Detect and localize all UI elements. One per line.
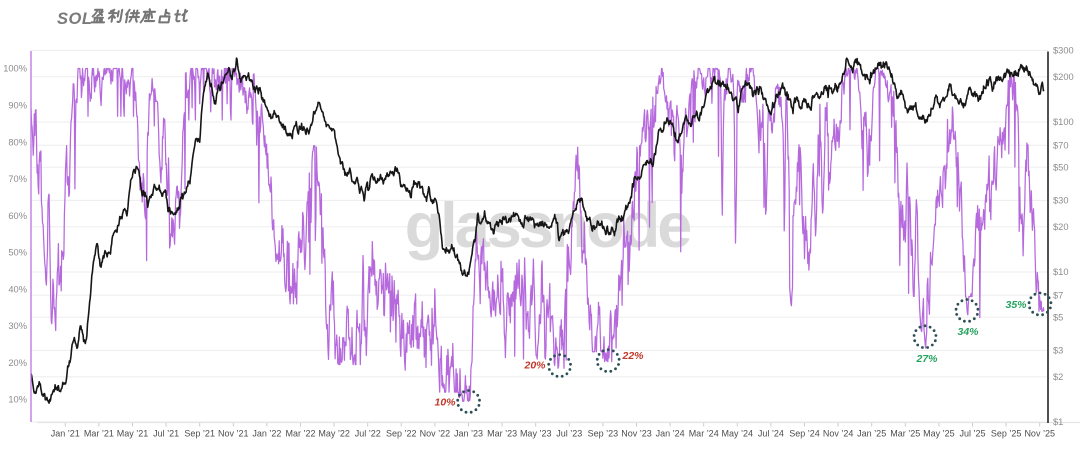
svg-text:22%: 22% — [621, 350, 644, 362]
svg-text:Mar ’22: Mar ’22 — [285, 429, 315, 439]
svg-text:Nov ’23: Nov ’23 — [621, 429, 652, 439]
svg-text:70%: 70% — [8, 174, 27, 184]
svg-text:Mar ’21: Mar ’21 — [84, 429, 114, 439]
svg-text:Nov ’24: Nov ’24 — [823, 429, 854, 439]
svg-text:May ’22: May ’22 — [318, 429, 350, 439]
svg-text:100%: 100% — [3, 64, 27, 74]
svg-text:50%: 50% — [8, 248, 27, 258]
svg-text:10%: 10% — [8, 395, 27, 405]
svg-text:Nov ’25: Nov ’25 — [1024, 429, 1055, 439]
svg-text:Nov ’21: Nov ’21 — [218, 429, 249, 439]
svg-text:Jul ’25: Jul ’25 — [959, 429, 985, 439]
svg-text:30%: 30% — [8, 321, 27, 331]
svg-text:Sep ’25: Sep ’25 — [991, 429, 1022, 439]
svg-text:Jan ’25: Jan ’25 — [857, 429, 886, 439]
svg-text:20%: 20% — [8, 358, 27, 368]
svg-text:Jan ’24: Jan ’24 — [656, 429, 685, 439]
svg-text:Jul ’22: Jul ’22 — [355, 429, 381, 439]
svg-text:Mar ’25: Mar ’25 — [890, 429, 920, 439]
svg-text:$70: $70 — [1053, 140, 1069, 150]
svg-text:34%: 34% — [957, 326, 979, 338]
svg-text:Mar ’23: Mar ’23 — [487, 429, 517, 439]
svg-text:$50: $50 — [1053, 162, 1069, 172]
svg-text:May ’23: May ’23 — [520, 429, 552, 439]
svg-text:$2: $2 — [1053, 372, 1063, 382]
svg-text:Sep ’22: Sep ’22 — [386, 429, 417, 439]
svg-text:$100: $100 — [1053, 117, 1074, 127]
svg-text:$1: $1 — [1053, 417, 1063, 427]
svg-text:$300: $300 — [1053, 46, 1074, 56]
svg-text:Mar ’24: Mar ’24 — [689, 429, 719, 439]
svg-text:Sep ’23: Sep ’23 — [588, 429, 619, 439]
svg-text:May ’25: May ’25 — [923, 429, 955, 439]
svg-text:$10: $10 — [1053, 267, 1069, 277]
svg-text:Jul ’21: Jul ’21 — [153, 429, 179, 439]
svg-text:Jan ’22: Jan ’22 — [252, 429, 281, 439]
svg-text:80%: 80% — [8, 137, 27, 147]
svg-text:May ’21: May ’21 — [117, 429, 149, 439]
svg-text:Sep ’24: Sep ’24 — [789, 429, 820, 439]
svg-text:$5: $5 — [1053, 312, 1063, 322]
svg-text:$3: $3 — [1053, 346, 1063, 356]
svg-text:27%: 27% — [915, 353, 938, 365]
svg-text:20%: 20% — [523, 360, 546, 372]
svg-text:$7: $7 — [1053, 290, 1063, 300]
svg-text:$30: $30 — [1053, 196, 1069, 206]
svg-text:Jul ’24: Jul ’24 — [758, 429, 784, 439]
svg-text:$20: $20 — [1053, 222, 1069, 232]
svg-text:90%: 90% — [8, 101, 27, 111]
svg-text:Jan ’21: Jan ’21 — [51, 429, 80, 439]
svg-text:Jul ’23: Jul ’23 — [556, 429, 582, 439]
svg-text:Jan ’23: Jan ’23 — [454, 429, 483, 439]
svg-text:40%: 40% — [8, 284, 27, 294]
svg-text:May ’24: May ’24 — [722, 429, 754, 439]
svg-text:$200: $200 — [1053, 72, 1074, 82]
svg-text:10%: 10% — [434, 397, 456, 409]
svg-text:60%: 60% — [8, 211, 27, 221]
svg-text:Nov ’22: Nov ’22 — [420, 429, 451, 439]
svg-text:Sep ’21: Sep ’21 — [184, 429, 215, 439]
svg-text:SOL: SOL — [57, 10, 92, 28]
svg-text:35%: 35% — [1005, 299, 1027, 311]
